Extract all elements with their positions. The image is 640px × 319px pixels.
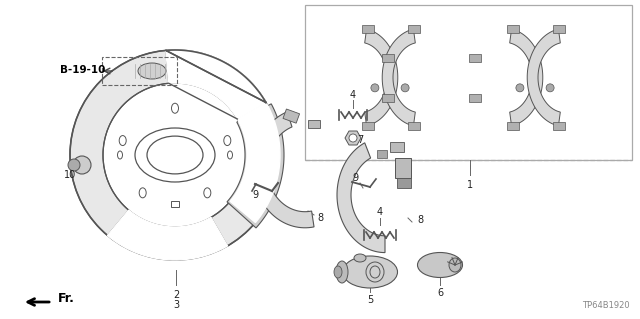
Text: Fr.: Fr. [58, 292, 75, 305]
Text: 9: 9 [352, 173, 358, 183]
Polygon shape [509, 29, 543, 126]
Bar [305, 5, 632, 160]
Circle shape [371, 84, 379, 92]
Ellipse shape [449, 258, 461, 272]
Polygon shape [108, 210, 227, 260]
Ellipse shape [138, 63, 166, 79]
Bar [102, 57, 177, 85]
Polygon shape [345, 131, 361, 145]
Bar [507, 122, 518, 130]
Circle shape [349, 134, 357, 142]
Text: B-19-10: B-19-10 [60, 65, 106, 75]
Bar [308, 120, 320, 128]
Circle shape [73, 156, 91, 174]
Ellipse shape [336, 261, 348, 283]
Text: 8: 8 [317, 213, 323, 223]
Ellipse shape [417, 253, 463, 278]
Bar [362, 122, 374, 130]
Bar [382, 93, 394, 101]
Text: TP64B1920: TP64B1920 [582, 301, 630, 310]
Text: 7: 7 [357, 135, 363, 145]
Circle shape [68, 159, 80, 171]
Circle shape [516, 84, 524, 92]
Bar [408, 25, 420, 33]
Ellipse shape [354, 254, 366, 262]
Text: 5: 5 [367, 295, 373, 305]
Text: 3: 3 [173, 300, 179, 310]
Polygon shape [253, 112, 314, 228]
Text: 8: 8 [417, 215, 423, 225]
Polygon shape [70, 50, 169, 235]
Polygon shape [337, 143, 385, 253]
Bar [469, 54, 481, 62]
Ellipse shape [342, 256, 397, 288]
Text: 2: 2 [173, 290, 179, 300]
Bar [507, 25, 518, 33]
Polygon shape [365, 29, 398, 126]
Text: 6: 6 [437, 288, 443, 298]
Bar [408, 122, 420, 130]
Bar [395, 158, 411, 178]
Bar [362, 25, 374, 33]
Text: 9: 9 [252, 190, 258, 200]
Bar [382, 54, 394, 62]
Polygon shape [227, 104, 284, 228]
Polygon shape [527, 29, 560, 126]
Circle shape [401, 84, 409, 92]
Text: 1: 1 [467, 180, 473, 190]
Circle shape [546, 84, 554, 92]
Bar [469, 93, 481, 101]
Bar [377, 150, 387, 158]
Bar [397, 178, 411, 188]
Bar [171, 201, 179, 207]
Polygon shape [166, 50, 266, 119]
Bar [390, 142, 404, 152]
Polygon shape [382, 29, 415, 126]
Bar [554, 122, 565, 130]
Ellipse shape [334, 266, 342, 278]
Text: 4: 4 [350, 90, 356, 100]
Polygon shape [230, 102, 280, 222]
Text: 10: 10 [64, 170, 76, 180]
Bar [283, 109, 300, 123]
Polygon shape [211, 102, 280, 246]
Bar [554, 25, 565, 33]
Text: 4: 4 [377, 207, 383, 217]
